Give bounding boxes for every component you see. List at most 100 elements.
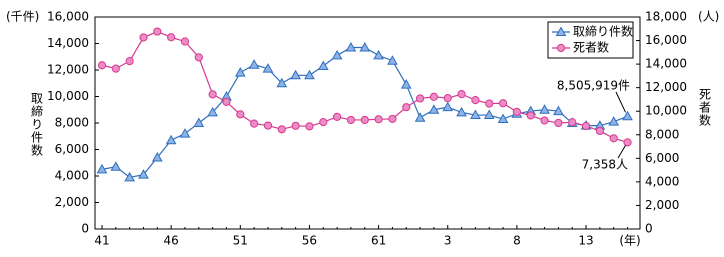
y2-tick-label: 2,000 — [645, 198, 679, 212]
data-point — [442, 101, 454, 112]
y2-tick-label: 18,000 — [645, 10, 687, 24]
data-point — [248, 59, 260, 69]
data-point — [595, 126, 604, 136]
data-point — [236, 110, 245, 119]
data-point — [319, 118, 328, 127]
x-tick-label: 8 — [513, 234, 521, 248]
data-point — [331, 49, 343, 60]
legend-box — [547, 21, 634, 59]
y2-tick-label: 12,000 — [645, 80, 687, 94]
data-point — [540, 116, 549, 125]
data-point — [457, 90, 466, 99]
y2-tick-label: 6,000 — [645, 151, 679, 165]
x-tick-label: 56 — [302, 234, 317, 248]
data-point — [262, 63, 274, 73]
data-point — [165, 134, 177, 145]
annotation-leader — [615, 91, 626, 113]
data-point — [125, 56, 134, 66]
data-point — [277, 125, 286, 134]
y2-tick-label: 0 — [645, 222, 653, 236]
annotation: 8,505,919件 — [557, 79, 630, 93]
y-tick-label: 12,000 — [47, 63, 89, 77]
x-tick-label: 51 — [233, 234, 248, 248]
data-point — [346, 115, 356, 125]
data-point — [428, 104, 440, 114]
data-point — [526, 111, 535, 120]
data-point — [208, 90, 217, 99]
y-tick-label: 0 — [81, 222, 89, 236]
data-point — [374, 115, 383, 124]
data-point — [415, 94, 425, 103]
y-tick-label: 2,000 — [55, 195, 89, 209]
legend-label: 死者数 — [573, 40, 609, 55]
data-point — [359, 41, 371, 52]
y-tick-label: 6,000 — [55, 142, 89, 156]
data-point — [207, 106, 218, 117]
data-point — [167, 33, 176, 42]
data-point — [124, 171, 136, 182]
y2-tick-label: 10,000 — [645, 104, 687, 118]
y-axis-title: 取締り件数 — [30, 92, 44, 157]
data-point — [263, 121, 273, 130]
y2-unit: (人) — [698, 10, 719, 24]
data-point — [290, 69, 301, 80]
data-point — [97, 61, 107, 70]
data-point — [387, 55, 398, 65]
data-point — [250, 119, 259, 128]
x-unit: (年) — [619, 234, 640, 248]
data-point — [138, 169, 149, 179]
data-point — [345, 41, 357, 52]
data-point — [179, 128, 191, 138]
y2-tick-label: 14,000 — [645, 57, 687, 71]
y-tick-label: 16,000 — [47, 10, 89, 24]
data-point — [276, 77, 288, 88]
data-point — [151, 151, 163, 162]
annotation: 7,358人 — [582, 158, 628, 172]
data-point — [110, 161, 122, 171]
data-point — [581, 121, 591, 131]
data-point — [222, 97, 231, 106]
data-point — [400, 79, 412, 89]
legend-marker — [556, 43, 566, 53]
x-tick-label: 61 — [371, 234, 386, 248]
data-point — [194, 53, 203, 62]
data-point — [291, 121, 300, 130]
x-tick-label: 46 — [164, 234, 179, 248]
data-point — [360, 115, 369, 125]
data-point — [483, 109, 495, 120]
data-point — [554, 118, 563, 128]
data-point — [193, 117, 205, 127]
data-point — [568, 118, 577, 127]
y2-tick-label: 16,000 — [645, 33, 687, 47]
data-point — [623, 138, 632, 147]
data-point — [139, 33, 148, 42]
data-point — [96, 163, 108, 174]
data-point — [304, 69, 315, 80]
y-unit: (千件) — [6, 10, 39, 24]
data-point — [539, 104, 550, 114]
data-point — [470, 109, 481, 120]
y-tick-label: 4,000 — [55, 169, 89, 183]
data-point — [180, 37, 190, 46]
annotation-leader — [617, 145, 626, 159]
x-tick-label: 41 — [94, 234, 109, 248]
data-point — [622, 110, 633, 121]
data-point — [471, 96, 480, 105]
data-point — [553, 105, 564, 116]
data-point — [609, 134, 618, 143]
legend-marker — [555, 26, 567, 36]
data-point — [402, 103, 411, 112]
data-point — [485, 99, 494, 108]
y-tick-label: 10,000 — [47, 89, 89, 103]
y2-tick-label: 4,000 — [645, 174, 679, 188]
y-tick-label: 14,000 — [47, 36, 89, 50]
y2-axis-title: 死者数 — [698, 88, 712, 127]
data-point — [333, 112, 342, 121]
data-point — [111, 64, 120, 73]
data-point — [317, 60, 329, 71]
data-point — [443, 94, 452, 103]
x-tick-label: 13 — [578, 234, 593, 248]
data-point — [305, 122, 314, 131]
legend-label: 取締り件数 — [573, 24, 633, 39]
